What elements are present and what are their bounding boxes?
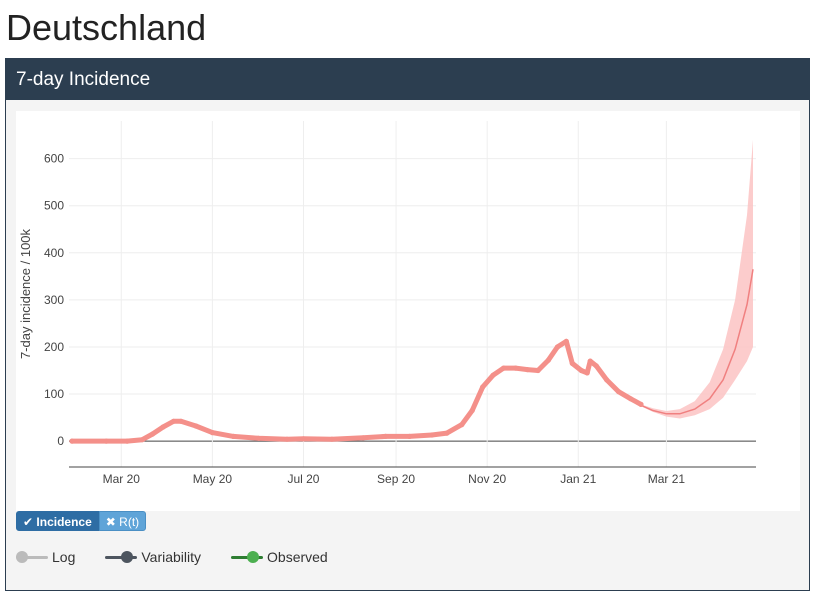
- legend-item-log[interactable]: Log: [16, 549, 75, 565]
- observed-point: [178, 418, 184, 424]
- page-title: Deutschland: [6, 7, 207, 48]
- observed-point: [587, 358, 593, 364]
- x-tick-label: Nov 20: [468, 472, 506, 486]
- observed-point: [604, 377, 610, 383]
- x-tick-label: Jul 20: [287, 472, 319, 486]
- observed-point: [459, 422, 465, 428]
- incidence-panel: 7-day Incidence 0 100 200 300 400 500 600 Mar 2…: [5, 58, 810, 591]
- observed-point: [209, 430, 215, 436]
- legend-label-log: Log: [52, 549, 76, 565]
- observed-point: [480, 384, 486, 390]
- x-tick-label: Jan 21: [560, 472, 596, 486]
- observed-point: [593, 363, 599, 369]
- observed-point: [469, 407, 475, 414]
- forecast-line: [640, 269, 754, 415]
- panel-header: 7-day Incidence: [6, 59, 809, 100]
- observed-point: [569, 360, 575, 366]
- incidence-toggle-label: Incidence: [36, 515, 92, 529]
- view-toggle-group: ✔ Incidence ✖ R(t): [16, 511, 147, 531]
- observed-point: [300, 436, 307, 442]
- observed-point: [160, 424, 166, 430]
- observed-line: [69, 338, 644, 444]
- observed-point: [150, 431, 156, 437]
- observed-point: [616, 389, 622, 395]
- observed-point: [69, 438, 75, 444]
- incidence-chart[interactable]: 0 100 200 300 400 500 600 Mar 20 May 20 Jul 20 Sep…: [16, 111, 800, 511]
- legend-line-observed-icon: [231, 550, 264, 564]
- observed-point: [124, 438, 130, 444]
- observed-point: [193, 423, 199, 429]
- incidence-toggle-button[interactable]: ✔ Incidence: [16, 511, 99, 531]
- observed-point: [524, 367, 531, 373]
- observed-point: [638, 401, 644, 407]
- x-tick-label: Sep 20: [377, 472, 415, 486]
- observed-point: [513, 365, 519, 371]
- observed-point: [230, 433, 236, 439]
- legend-item-observed[interactable]: Observed: [231, 549, 328, 565]
- y-tick-label: 400: [44, 246, 64, 260]
- observed-point: [554, 344, 561, 350]
- chart-legend: Log Variability Observed: [16, 549, 358, 565]
- rt-toggle-label: R(t): [119, 515, 140, 529]
- observed-point: [490, 372, 496, 378]
- y-tick-label: 500: [44, 199, 64, 213]
- y-axis-title: 7-day incidence / 100k: [18, 228, 33, 359]
- observed-point: [578, 367, 584, 374]
- x-tick-label: May 20: [193, 472, 233, 486]
- legend-line-variability-icon: [105, 550, 138, 564]
- observed-point: [444, 430, 450, 436]
- legend-label-observed: Observed: [267, 549, 328, 565]
- observed-point: [284, 436, 290, 442]
- observed-point: [170, 418, 177, 424]
- x-icon: ✖: [105, 515, 116, 529]
- observed-point: [103, 438, 109, 444]
- observed-point: [139, 437, 145, 443]
- legend-item-variability[interactable]: Variability: [105, 549, 201, 565]
- y-tick-label: 200: [44, 340, 64, 354]
- observed-point: [329, 436, 335, 442]
- forecast-band: [641, 139, 753, 419]
- y-tick-label: 600: [44, 152, 64, 166]
- chart-svg: 0 100 200 300 400 500 600 Mar 20 May 20 Jul 20 Sep…: [18, 121, 756, 486]
- y-tick-label: 0: [57, 434, 64, 448]
- legend-line-log-icon: [16, 550, 48, 564]
- y-tick-label: 100: [44, 387, 64, 401]
- observed-point: [627, 396, 634, 402]
- observed-point: [545, 357, 552, 363]
- x-tick-label: Mar 21: [648, 472, 686, 486]
- observed-point: [256, 435, 262, 441]
- legend-label-variability: Variability: [141, 549, 202, 565]
- check-icon: ✔: [23, 515, 34, 529]
- observed-point: [563, 338, 569, 344]
- observed-point: [360, 435, 366, 441]
- x-tick-label: Mar 20: [103, 472, 141, 486]
- y-tick-label: 300: [44, 293, 64, 307]
- observed-point: [383, 433, 389, 439]
- observed-point: [406, 433, 413, 439]
- observed-point: [535, 367, 541, 374]
- rt-toggle-button[interactable]: ✖ R(t): [98, 511, 147, 531]
- observed-point: [429, 432, 435, 438]
- observed-point: [501, 365, 507, 371]
- observed-point: [584, 370, 590, 376]
